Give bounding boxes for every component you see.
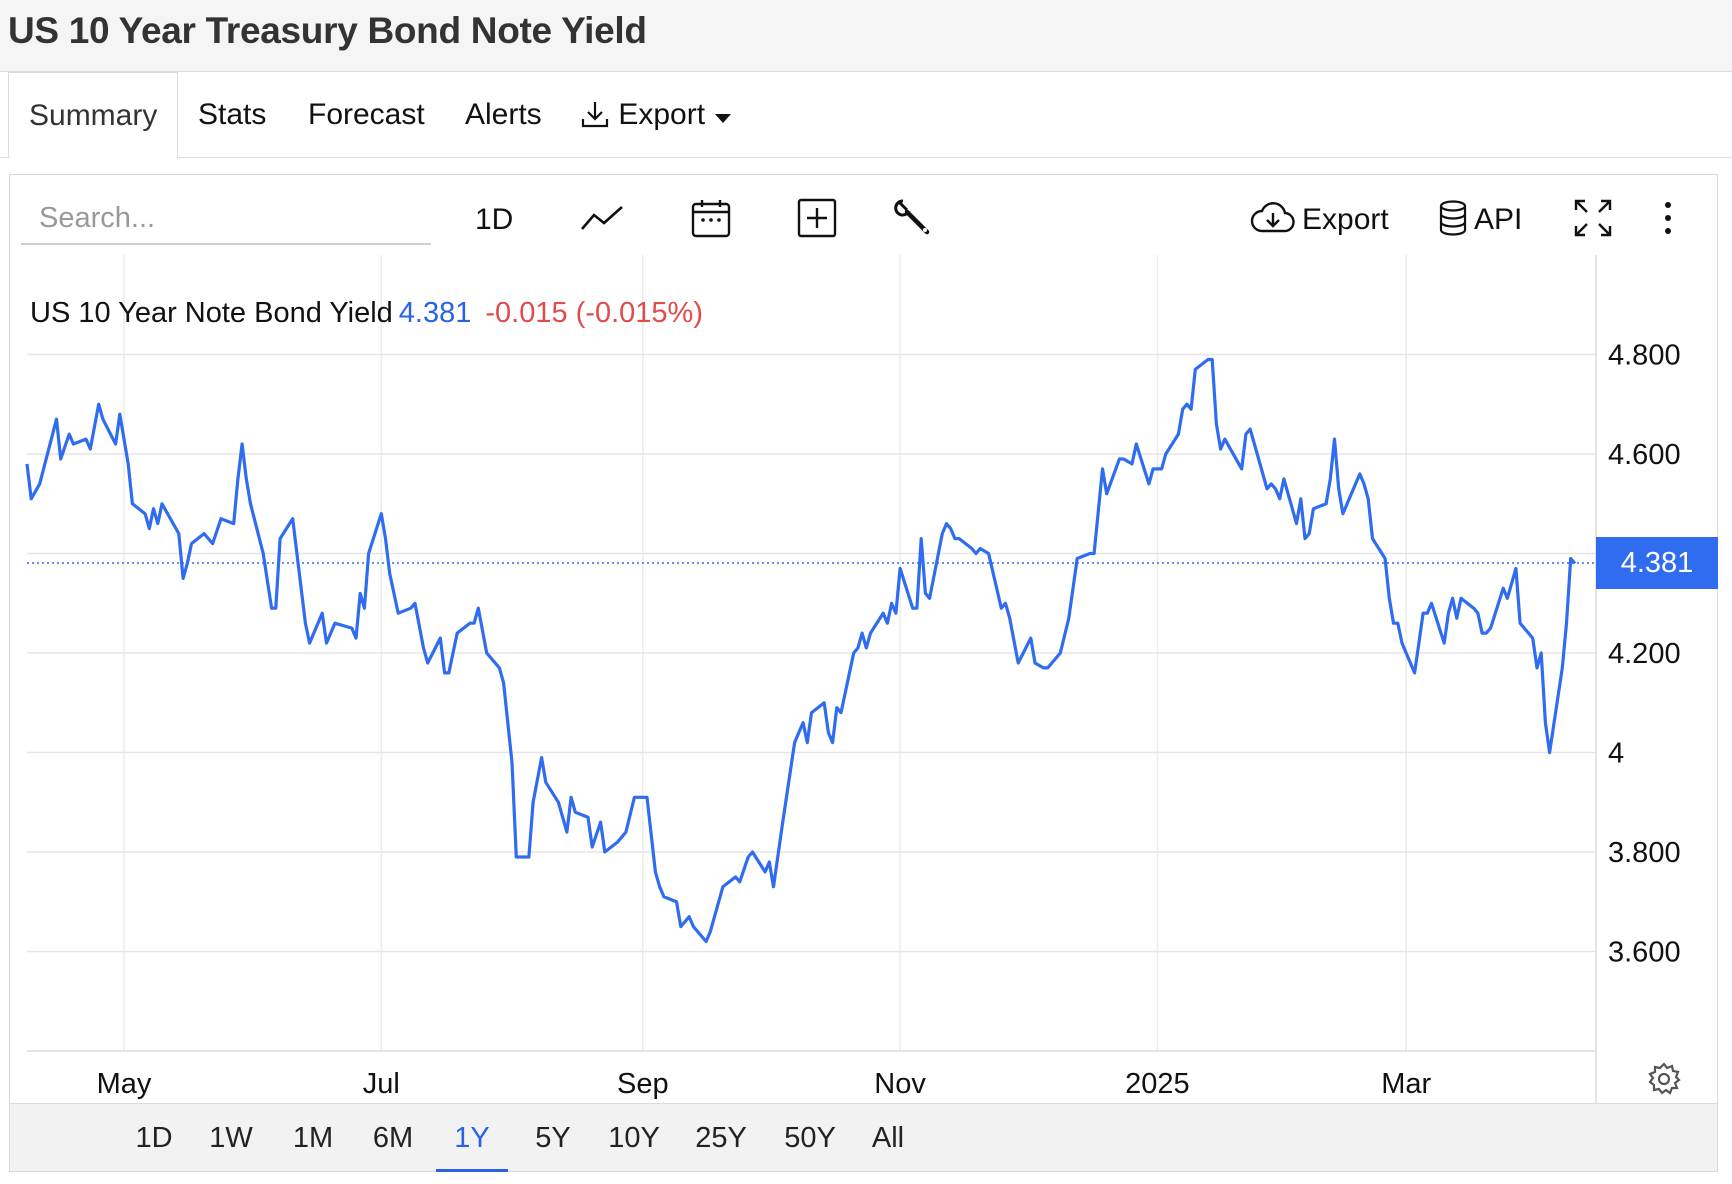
x-tick-label: 2025 [1125, 1068, 1190, 1100]
series-line [25, 357, 1577, 944]
page-title: US 10 Year Treasury Bond Note Yield [8, 10, 647, 51]
download-icon [580, 98, 618, 131]
range-25y[interactable]: 25Y [682, 1104, 760, 1172]
range-1d[interactable]: 1D [126, 1104, 182, 1172]
yield-chart[interactable]: May Jul Sep Nov 2025 Mar 3.600 3.800 4 4.200 4.600… [10, 175, 1717, 1103]
range-1w[interactable]: 1W [200, 1104, 262, 1172]
x-tick-label: Sep [617, 1068, 669, 1100]
export-button[interactable]: Export [1250, 195, 1389, 245]
y-tick-label: 4.600 [1608, 439, 1681, 471]
caret-down-icon [713, 98, 733, 131]
y-tick-label: 4.200 [1608, 638, 1681, 670]
legend-change: -0.015 (-0.015%) [485, 297, 703, 329]
more-vertical-icon [1662, 200, 1674, 241]
tab-forecast[interactable]: Forecast [308, 72, 425, 158]
tab-stats-label: Stats [198, 98, 267, 131]
plus-square-icon [797, 198, 837, 243]
fullscreen-button[interactable] [1573, 195, 1613, 245]
range-1m[interactable]: 1M [282, 1104, 344, 1172]
database-icon [1438, 199, 1468, 241]
interval-label: 1D [475, 203, 514, 236]
tab-alerts[interactable]: Alerts [465, 72, 542, 158]
cloud-download-icon [1250, 201, 1296, 240]
range-10y[interactable]: 10Y [595, 1104, 673, 1172]
x-tick-label: Nov [874, 1068, 926, 1100]
tab-export[interactable]: Export [580, 72, 733, 158]
x-tick-label: May [97, 1068, 152, 1100]
calendar-icon [691, 198, 731, 243]
search-input[interactable] [21, 193, 431, 245]
calendar-button[interactable] [691, 195, 731, 245]
y-tick-label: 3.800 [1608, 837, 1681, 869]
settings-button[interactable] [1646, 1061, 1682, 1097]
range-5y-label: 5Y [535, 1122, 571, 1154]
range-1m-label: 1M [292, 1122, 334, 1154]
x-tick-label: Jul [363, 1068, 400, 1100]
y-tick-label: 4.800 [1608, 340, 1681, 372]
tools-button[interactable] [893, 195, 933, 245]
range-selector: 1D 1W 1M 6M 1Y 5Y 10Y 25Y 50Y All [10, 1103, 1717, 1172]
range-1w-label: 1W [209, 1122, 253, 1154]
range-1y-label: 1Y [454, 1122, 490, 1154]
tab-export-label: Export [618, 98, 706, 131]
more-button[interactable] [1662, 195, 1674, 245]
fullscreen-icon [1573, 198, 1613, 243]
range-5y[interactable]: 5Y [522, 1104, 584, 1172]
range-6m-label: 6M [372, 1122, 414, 1154]
api-label: API [1474, 203, 1523, 236]
tab-alerts-label: Alerts [465, 98, 542, 131]
x-tick-label: Mar [1381, 1068, 1431, 1100]
legend-value: 4.381 [398, 297, 472, 329]
range-50y-label: 50Y [784, 1122, 836, 1154]
range-25y-label: 25Y [695, 1122, 747, 1154]
range-1d-label: 1D [135, 1122, 173, 1154]
y-tick-label: 4 [1608, 738, 1624, 770]
page-header: US 10 Year Treasury Bond Note Yield [0, 0, 1732, 72]
tab-forecast-label: Forecast [308, 98, 425, 131]
tab-bar: Summary Stats Forecast Alerts Export [0, 72, 1732, 159]
line-chart-icon [580, 203, 624, 238]
tab-summary-label: Summary [29, 99, 158, 132]
wrench-icon [893, 198, 933, 243]
range-all[interactable]: All [860, 1104, 916, 1172]
y-tick-label: 3.600 [1608, 937, 1681, 969]
tab-summary[interactable]: Summary [8, 72, 179, 159]
tab-stats[interactable]: Stats [198, 72, 266, 158]
current-price-tag: 4.381 [1596, 536, 1718, 589]
range-all-label: All [871, 1122, 905, 1154]
api-button[interactable]: API [1438, 195, 1522, 245]
range-50y[interactable]: 50Y [770, 1104, 850, 1172]
range-1y[interactable]: 1Y [436, 1104, 508, 1172]
gear-icon [1646, 1062, 1682, 1101]
chart-type-button[interactable] [580, 195, 624, 245]
chart-legend: US 10 Year Note Bond Yield 4.381 -0.015 (-… [30, 297, 703, 330]
legend-series-name: US 10 Year Note Bond Yield [30, 297, 393, 329]
chart-widget: 1D Export API [9, 174, 1718, 1172]
range-6m[interactable]: 6M [362, 1104, 424, 1172]
range-10y-label: 10Y [608, 1122, 660, 1154]
export-label: Export [1302, 203, 1389, 236]
compare-button[interactable] [797, 195, 837, 245]
interval-button[interactable]: 1D [475, 195, 513, 245]
